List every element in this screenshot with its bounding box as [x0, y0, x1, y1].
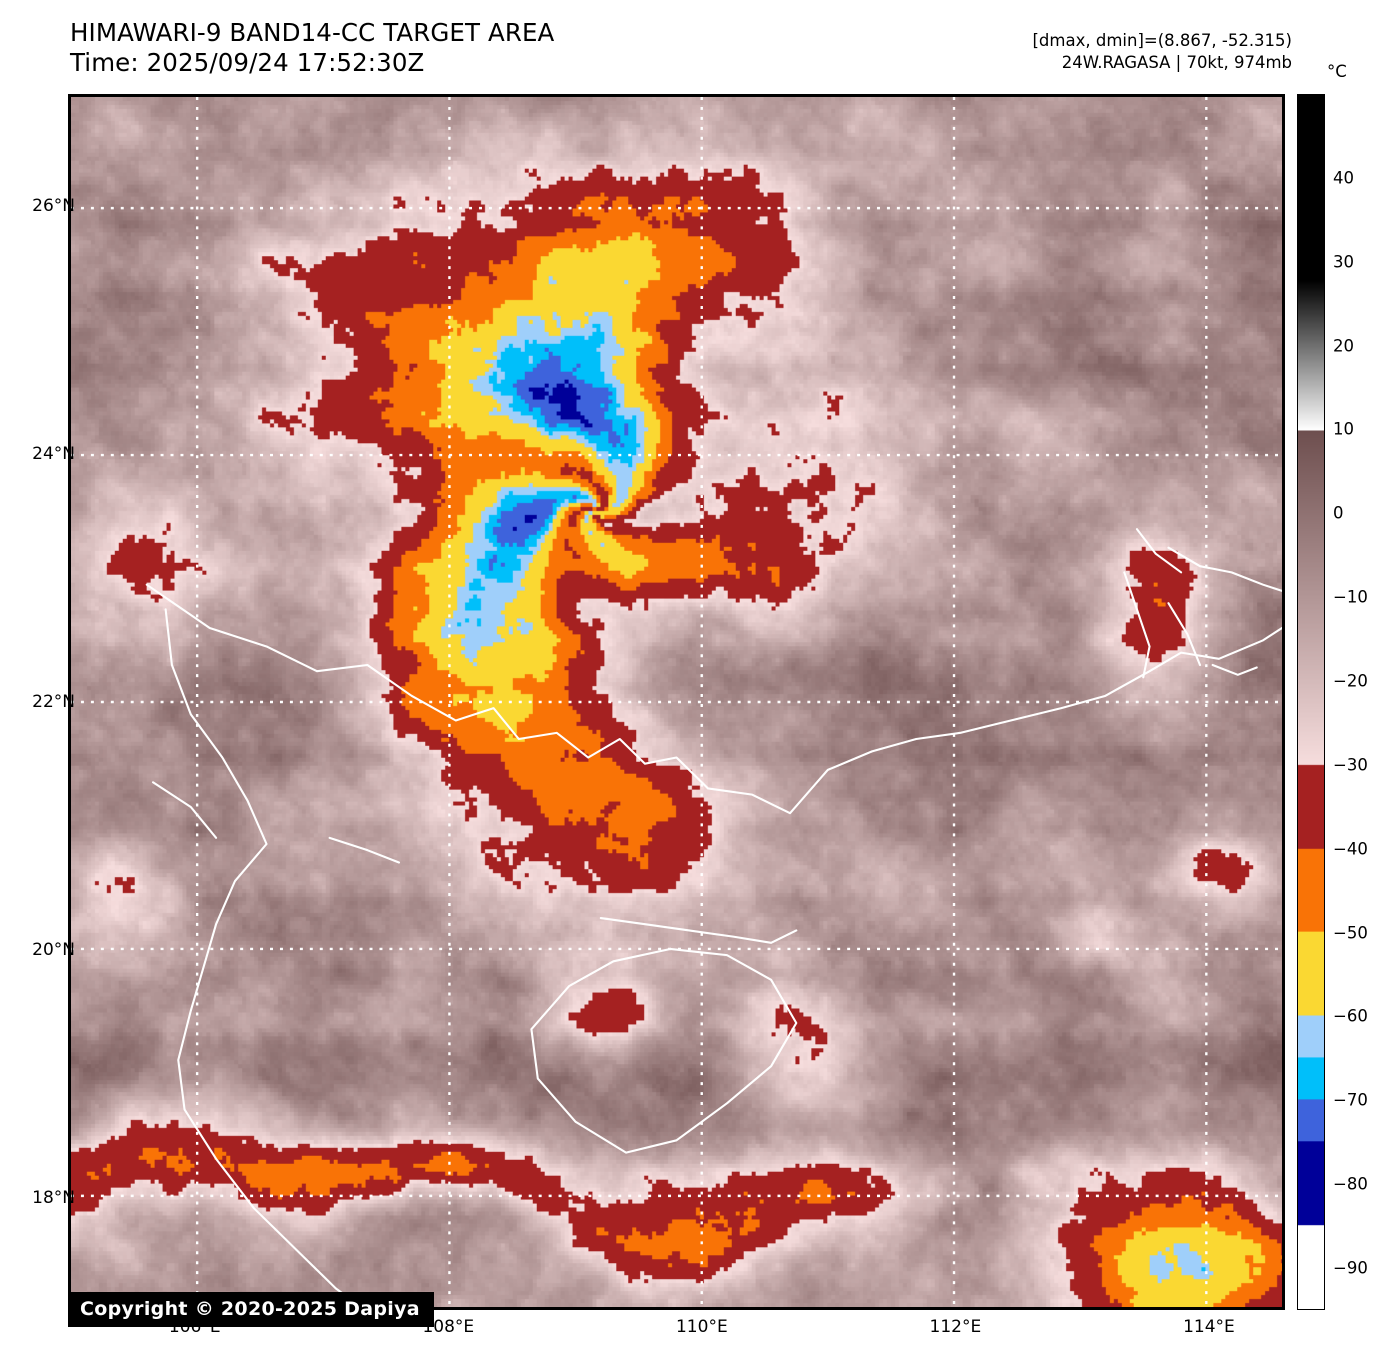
lon-tick-108°E: 108°E	[422, 1317, 475, 1337]
lon-tick-114°E: 114°E	[1183, 1317, 1235, 1337]
lon-tick-110°E: 110°E	[675, 1317, 728, 1337]
colorbar-tick--30: −30	[1333, 755, 1368, 775]
colorbar-tick-30: 30	[1333, 252, 1354, 272]
colorbar-unit-label: °C	[1327, 62, 1347, 81]
metadata-block: [dmax, dmin]=(8.867, -52.315) 24W.RAGASA…	[1033, 30, 1293, 74]
colorbar-tick--10: −10	[1333, 587, 1368, 607]
timestamp-line: Time: 2025/09/24 17:52:30Z	[70, 48, 425, 77]
colorbar-tick--50: −50	[1333, 923, 1368, 943]
copyright-banner: Copyright © 2020-2025 Dapiya	[68, 1292, 434, 1327]
colorbar-canvas	[1298, 95, 1324, 1309]
colorbar-tick--60: −60	[1333, 1006, 1368, 1026]
dmax-dmin-label: [dmax, dmin]=(8.867, -52.315)	[1032, 31, 1293, 50]
title-block: HIMAWARI-9 BAND14-CC TARGET AREA Time: 2…	[70, 18, 770, 78]
satellite-imagery-canvas	[71, 97, 1282, 1307]
lon-tick-112°E: 112°E	[929, 1317, 982, 1337]
colorbar[interactable]	[1297, 94, 1325, 1310]
colorbar-tick-20: 20	[1333, 336, 1354, 356]
colorbar-tick--40: −40	[1333, 839, 1368, 859]
lat-tick-18°N: 18°N	[32, 1188, 75, 1209]
colorbar-tick--20: −20	[1333, 671, 1368, 691]
storm-info-label: 24W.RAGASA | 70kt, 974mb	[1061, 53, 1292, 72]
lat-tick-20°N: 20°N	[32, 940, 75, 961]
colorbar-tick-0: 0	[1333, 503, 1344, 523]
lat-tick-26°N: 26°N	[32, 195, 75, 216]
page-title: HIMAWARI-9 BAND14-CC TARGET AREA	[70, 18, 555, 47]
colorbar-tick--80: −80	[1333, 1174, 1368, 1194]
colorbar-tick-10: 10	[1333, 419, 1354, 439]
lat-tick-24°N: 24°N	[32, 443, 75, 464]
colorbar-tick-40: 40	[1333, 168, 1354, 188]
lat-tick-22°N: 22°N	[32, 692, 75, 712]
colorbar-tick--70: −70	[1333, 1090, 1368, 1110]
colorbar-tick--90: −90	[1333, 1258, 1368, 1278]
satellite-image-plot[interactable]	[68, 94, 1285, 1310]
